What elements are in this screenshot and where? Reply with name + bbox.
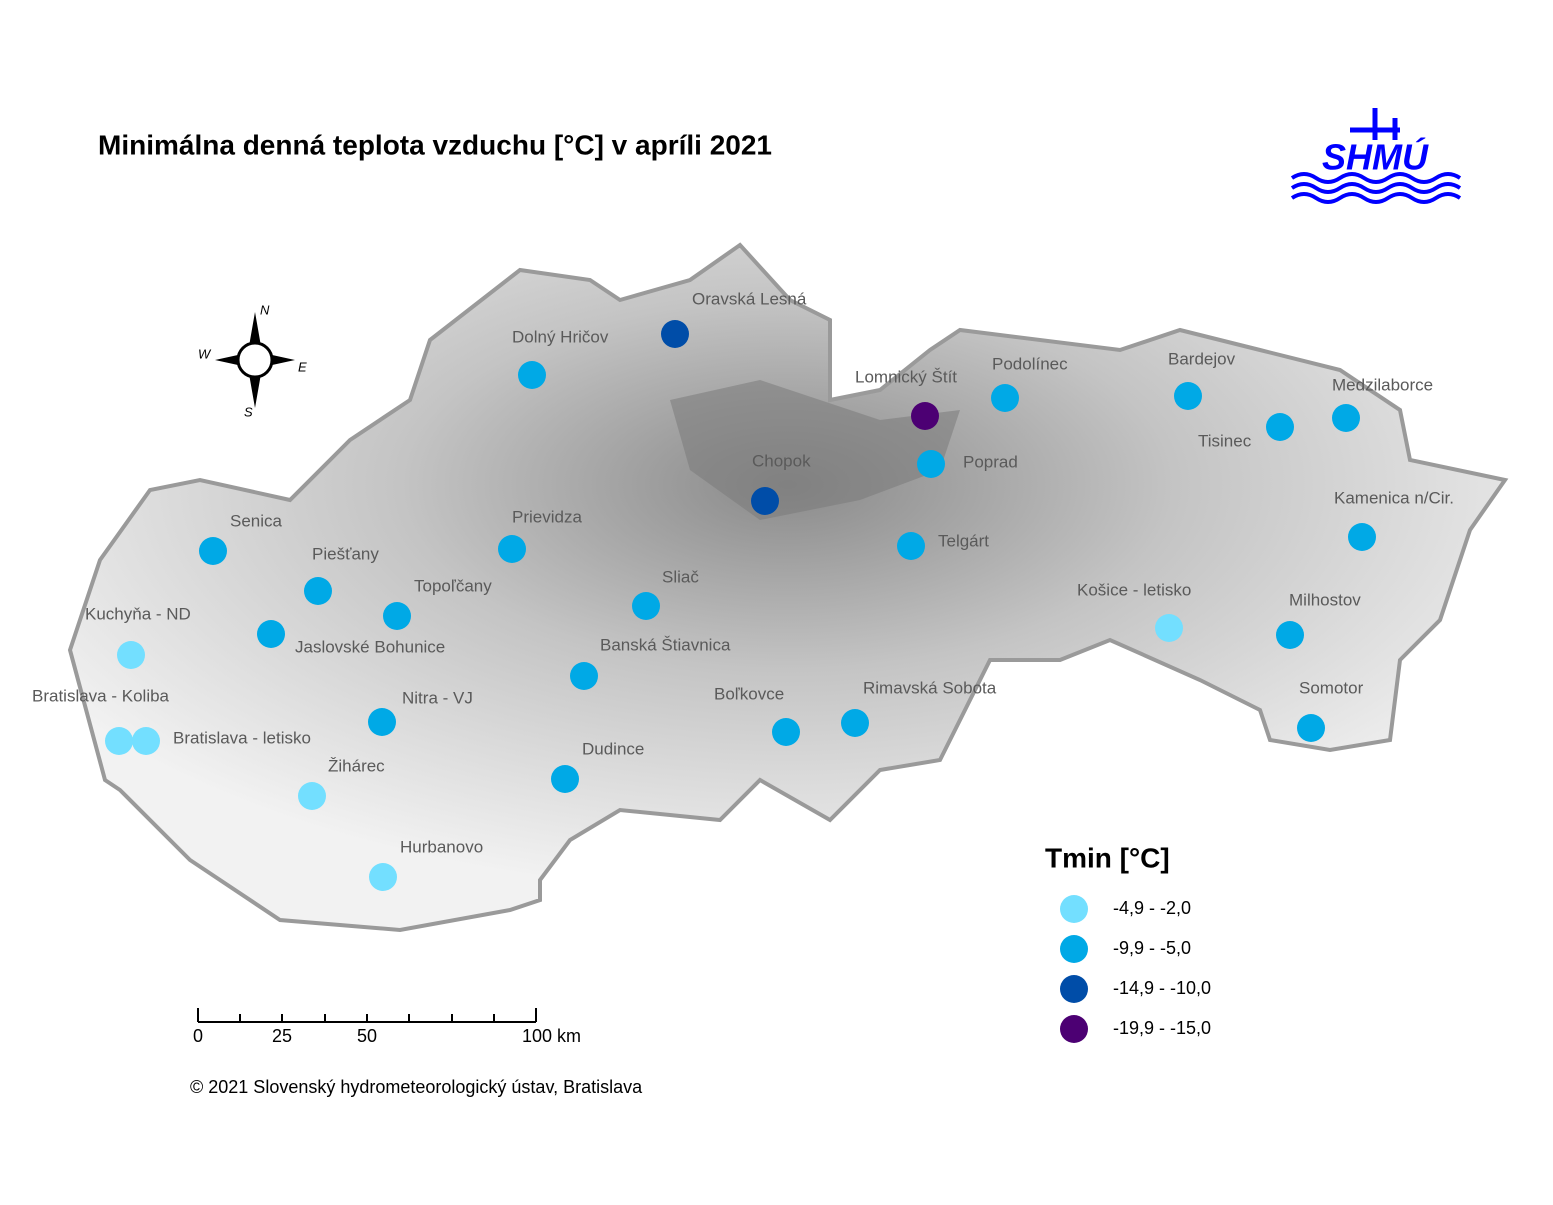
scale-label: 0 bbox=[193, 1026, 203, 1046]
station-label: Senica bbox=[230, 511, 283, 530]
scale-label: 25 bbox=[272, 1026, 292, 1046]
station-dot bbox=[1276, 621, 1304, 649]
station-label: Oravská Lesná bbox=[692, 289, 807, 308]
station-dot bbox=[304, 577, 332, 605]
station-dot bbox=[1332, 404, 1360, 432]
station-label: Prievidza bbox=[512, 507, 582, 526]
station-dot bbox=[911, 402, 939, 430]
scale-label: 50 bbox=[357, 1026, 377, 1046]
station-dot bbox=[199, 537, 227, 565]
station-dot bbox=[518, 361, 546, 389]
station-label: Bratislava - Koliba bbox=[32, 686, 170, 705]
station-label: Milhostov bbox=[1289, 590, 1361, 609]
legend-swatch bbox=[1060, 895, 1088, 923]
station-label: Dudince bbox=[582, 739, 644, 758]
station-label: Hurbanovo bbox=[400, 837, 483, 856]
station-label: Bratislava - letisko bbox=[173, 728, 311, 747]
copyright: © 2021 Slovenský hydrometeorologický úst… bbox=[190, 1077, 643, 1097]
stations: Oravská Lesná Dolný Hričov Lomnický Štít Po… bbox=[32, 289, 1454, 891]
station-dot bbox=[1266, 413, 1294, 441]
station-dot bbox=[132, 727, 160, 755]
station-label: Rimavská Sobota bbox=[863, 678, 997, 697]
station-label: Piešťany bbox=[312, 544, 379, 563]
station-dot bbox=[1297, 714, 1325, 742]
station-dot bbox=[897, 532, 925, 560]
station-label: Podolínec bbox=[992, 354, 1068, 373]
station-dot bbox=[1155, 614, 1183, 642]
legend-label: -4,9 - -2,0 bbox=[1113, 898, 1191, 918]
country-outline bbox=[67, 242, 1509, 933]
station-label: Bardejov bbox=[1168, 349, 1236, 368]
legend-swatch bbox=[1060, 1015, 1088, 1043]
legend-title: Tmin [°C] bbox=[1045, 842, 1170, 873]
station-dot bbox=[661, 320, 689, 348]
station-dot bbox=[117, 641, 145, 669]
logo-text: SHMÚ bbox=[1322, 137, 1429, 178]
station-dot bbox=[369, 863, 397, 891]
station-label: Nitra - VJ bbox=[402, 688, 473, 707]
station-dot bbox=[105, 727, 133, 755]
station-dot bbox=[383, 602, 411, 630]
legend-label: -9,9 - -5,0 bbox=[1113, 938, 1191, 958]
station-label: Kamenica n/Cir. bbox=[1334, 488, 1454, 507]
compass-n: N bbox=[260, 302, 270, 317]
station-label: Dolný Hričov bbox=[512, 327, 609, 346]
station-label: Jaslovské Bohunice bbox=[295, 637, 445, 656]
station-dot bbox=[632, 592, 660, 620]
station-label: Poprad bbox=[963, 452, 1018, 471]
station-label: Boľkovce bbox=[714, 684, 784, 703]
legend-label: -14,9 - -10,0 bbox=[1113, 978, 1211, 998]
station-label: Žihárec bbox=[328, 756, 385, 775]
map-title: Minimálna denná teplota vzduchu [°C] v a… bbox=[98, 129, 772, 160]
station-label: Chopok bbox=[752, 451, 811, 470]
station-dot bbox=[498, 535, 526, 563]
legend: Tmin [°C] -4,9 - -2,0 -9,9 - -5,0 -14,9 - … bbox=[1045, 842, 1211, 1043]
station-label: Lomnický Štít bbox=[855, 367, 957, 386]
mountain-ridge bbox=[670, 380, 960, 520]
station-dot bbox=[917, 450, 945, 478]
station-dot bbox=[570, 662, 598, 690]
scale-label: 100 km bbox=[522, 1026, 581, 1046]
station-dot bbox=[1348, 523, 1376, 551]
compass-w: W bbox=[198, 346, 212, 361]
compass-s: S bbox=[244, 404, 253, 419]
station-dot bbox=[991, 384, 1019, 412]
station-label: Somotor bbox=[1299, 678, 1364, 697]
logo: SHMÚ bbox=[1290, 108, 1462, 204]
station-dot bbox=[751, 487, 779, 515]
legend-label: -19,9 - -15,0 bbox=[1113, 1018, 1211, 1038]
station-label: Medzilaborce bbox=[1332, 375, 1433, 394]
station-dot bbox=[298, 782, 326, 810]
station-dot bbox=[772, 718, 800, 746]
compass-e: E bbox=[298, 359, 307, 374]
station-label: Banská Štiavnica bbox=[600, 635, 731, 654]
station-label: Kuchyňa - ND bbox=[85, 604, 191, 623]
legend-swatch bbox=[1060, 935, 1088, 963]
station-label: Topoľčany bbox=[414, 576, 492, 595]
scale-bar: 0 25 50 100 km bbox=[193, 1008, 581, 1046]
station-label: Košice - letisko bbox=[1077, 580, 1191, 599]
station-dot bbox=[368, 708, 396, 736]
legend-swatch bbox=[1060, 975, 1088, 1003]
station-label: Sliač bbox=[662, 567, 699, 586]
station-dot bbox=[841, 709, 869, 737]
compass: N W E S bbox=[198, 302, 307, 419]
station-dot bbox=[257, 620, 285, 648]
station-dot bbox=[1174, 382, 1202, 410]
station-label: Telgárt bbox=[938, 531, 989, 550]
station-label: Tisinec bbox=[1198, 431, 1252, 450]
station-dot bbox=[551, 765, 579, 793]
